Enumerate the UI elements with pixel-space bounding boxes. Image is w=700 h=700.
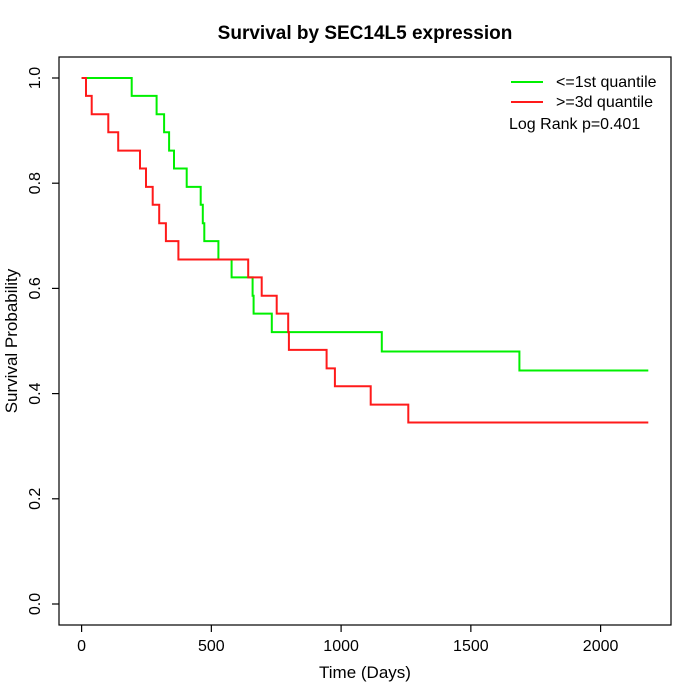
x-tick-label: 0	[77, 638, 86, 655]
y-tick-label: 0.4	[27, 382, 44, 404]
x-tick-label: 1000	[323, 638, 359, 655]
x-axis-label: Time (Days)	[319, 663, 411, 682]
plot-frame	[58, 56, 672, 626]
km-curve-high-expression	[81, 77, 649, 424]
y-tick-label: 0.6	[27, 277, 44, 299]
y-tick-label: 1.0	[27, 67, 44, 89]
y-axis-label: Survival Probability	[2, 268, 21, 413]
x-tick-label: 1500	[453, 638, 489, 655]
y-axis-ticks: 0.0 0.2 0.4 0.6 0.8 1.0	[27, 67, 59, 615]
y-tick-label: 0.2	[27, 488, 44, 510]
y-tick-label: 0.0	[27, 593, 44, 615]
legend-label-green: <=1st quantile	[556, 74, 657, 91]
legend-label-red: >=3d quantile	[556, 94, 653, 111]
km-curves	[81, 77, 649, 424]
chart-title: Survival by SEC14L5 expression	[218, 23, 513, 44]
x-tick-label: 2000	[583, 638, 619, 655]
x-axis-ticks: 0 500 1000 1500 2000	[77, 625, 618, 655]
km-curve-low-expression	[81, 77, 649, 372]
y-tick-label: 0.8	[27, 172, 44, 194]
log-rank-annotation: Log Rank p=0.401	[509, 116, 640, 133]
x-tick-label: 500	[198, 638, 225, 655]
legend: <=1st quantile >=3d quantile Log Rank p=…	[509, 74, 657, 133]
